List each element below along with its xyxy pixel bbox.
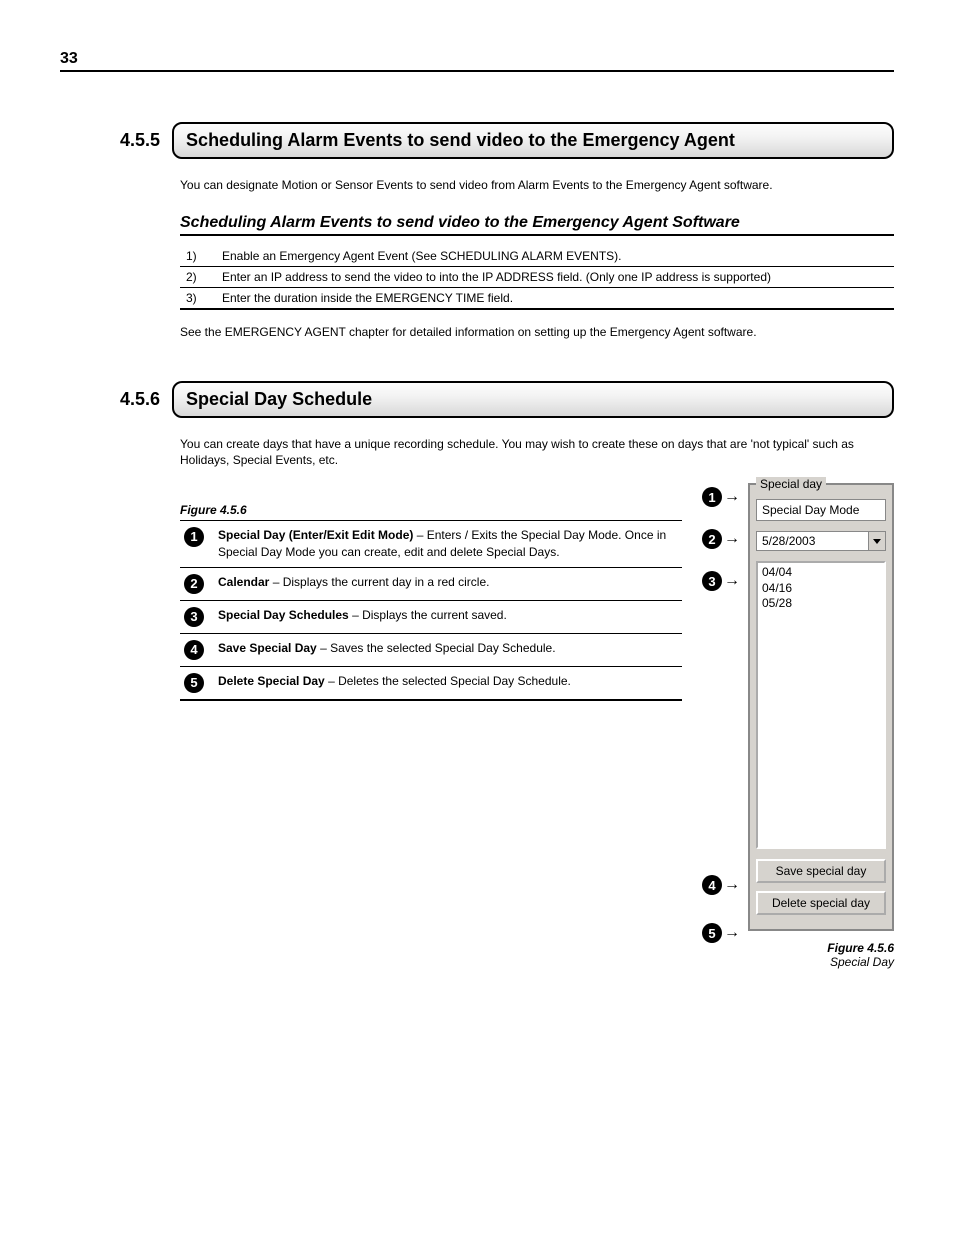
bullet-number-icon: 4 xyxy=(702,875,722,895)
callout: 2→ xyxy=(702,529,740,549)
arrow-right-icon: → xyxy=(724,924,740,942)
bullet-number-icon: 2 xyxy=(184,574,204,594)
section1-subheading: Scheduling Alarm Events to send video to… xyxy=(180,214,894,236)
steps-table: 1)Enable an Emergency Agent Event (See S… xyxy=(180,246,894,310)
step-row: 1)Enable an Emergency Agent Event (See S… xyxy=(180,246,894,267)
bullet-number-icon: 3 xyxy=(184,607,204,627)
schedule-list[interactable]: 04/0404/1605/28 xyxy=(756,561,886,849)
callout: 1→ xyxy=(702,487,740,507)
mode-toggle[interactable]: Special Day Mode xyxy=(756,499,886,521)
step-number: 1) xyxy=(180,246,216,267)
legend-text: Special Day (Enter/Exit Edit Mode) – Ent… xyxy=(214,521,682,567)
callout: 3→ xyxy=(702,571,740,591)
section-title: Special Day Schedule xyxy=(172,381,894,418)
bullet-number-icon: 4 xyxy=(184,640,204,660)
panel-title: Special day xyxy=(756,477,826,491)
step-text: Enable an Emergency Agent Event (See SCH… xyxy=(216,246,894,267)
date-dropdown[interactable]: 5/28/2003 xyxy=(756,531,886,551)
step-row: 3)Enter the duration inside the EMERGENC… xyxy=(180,287,894,309)
legend-table: 1 Special Day (Enter/Exit Edit Mode) – En… xyxy=(180,521,682,701)
list-item[interactable]: 05/28 xyxy=(762,596,880,612)
callout: 4→ xyxy=(702,875,740,895)
section1-note: See the EMERGENCY AGENT chapter for deta… xyxy=(180,324,894,341)
panel-column: 1→2→3→4→5→ Special day Special Day Mode … xyxy=(702,483,894,983)
section2-intro: You can create days that have a unique r… xyxy=(180,436,894,470)
date-value: 5/28/2003 xyxy=(757,532,868,550)
legend-text: Save Special Day – Saves the selected Sp… xyxy=(214,633,682,666)
arrow-right-icon: → xyxy=(724,572,740,590)
legend-row: 3 Special Day Schedules – Displays the cu… xyxy=(180,600,682,633)
page-number: 33 xyxy=(60,50,894,72)
callouts: 1→2→3→4→5→ xyxy=(702,483,742,983)
legend-text: Special Day Schedules – Displays the cur… xyxy=(214,600,682,633)
arrow-right-icon: → xyxy=(724,488,740,506)
legend-row: 2 Calendar – Displays the current day in … xyxy=(180,567,682,600)
legend-row: 4 Save Special Day – Saves the selected S… xyxy=(180,633,682,666)
section-number: 4.5.5 xyxy=(120,122,172,159)
section-header-455: 4.5.5 Scheduling Alarm Events to send vi… xyxy=(120,122,894,159)
caption-sub: Special Day xyxy=(830,955,894,969)
bullet-number-icon: 3 xyxy=(702,571,722,591)
callout: 5→ xyxy=(702,923,740,943)
step-text: Enter an IP address to send the video to… xyxy=(216,266,894,287)
step-text: Enter the duration inside the EMERGENCY … xyxy=(216,287,894,309)
bullet-number-icon: 5 xyxy=(702,923,722,943)
legend-row: 5 Delete Special Day – Deletes the select… xyxy=(180,666,682,700)
step-number: 2) xyxy=(180,266,216,287)
chevron-down-icon[interactable] xyxy=(868,532,885,550)
section-header-456: 4.5.6 Special Day Schedule xyxy=(120,381,894,418)
bullet-number-icon: 1 xyxy=(702,487,722,507)
save-special-day-button[interactable]: Save special day xyxy=(756,859,886,883)
legend-text: Delete Special Day – Deletes the selecte… xyxy=(214,666,682,700)
caption-title: Figure 4.5.6 xyxy=(748,941,894,955)
bullet-number-icon: 1 xyxy=(184,527,204,547)
figure-caption: Figure 4.5.6 Special Day xyxy=(748,941,894,969)
bullet-number-icon: 5 xyxy=(184,673,204,693)
list-item[interactable]: 04/16 xyxy=(762,581,880,597)
legend-row: 1 Special Day (Enter/Exit Edit Mode) – En… xyxy=(180,521,682,567)
step-number: 3) xyxy=(180,287,216,309)
delete-special-day-button[interactable]: Delete special day xyxy=(756,891,886,915)
arrow-right-icon: → xyxy=(724,876,740,894)
step-row: 2)Enter an IP address to send the video … xyxy=(180,266,894,287)
list-item[interactable]: 04/04 xyxy=(762,565,880,581)
figure-label: Figure 4.5.6 xyxy=(180,503,682,521)
section-number: 4.5.6 xyxy=(120,381,172,418)
legend-text: Calendar – Displays the current day in a… xyxy=(214,567,682,600)
arrow-right-icon: → xyxy=(724,530,740,548)
section-title: Scheduling Alarm Events to send video to… xyxy=(172,122,894,159)
section1-intro: You can designate Motion or Sensor Event… xyxy=(180,177,894,194)
bullet-number-icon: 2 xyxy=(702,529,722,549)
special-day-panel: Special day Special Day Mode 5/28/2003 0… xyxy=(748,483,894,931)
